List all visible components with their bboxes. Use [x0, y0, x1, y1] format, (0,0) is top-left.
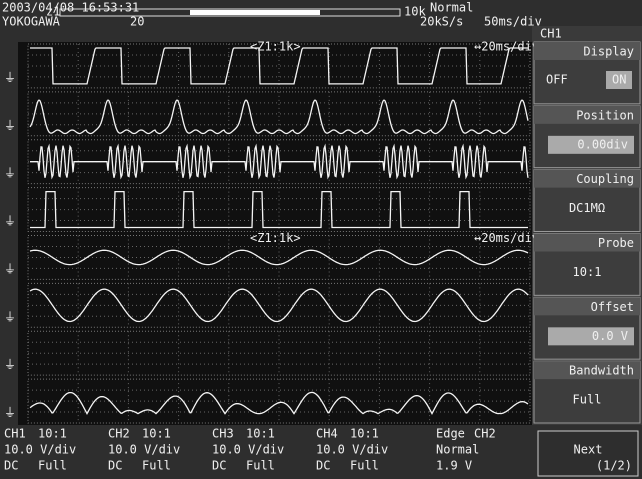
- channel-coupling: DC: [212, 459, 226, 473]
- ground-marker: ⏚: [4, 166, 16, 180]
- channel-name: CH1: [4, 427, 26, 441]
- zoom-value: 20: [130, 15, 144, 29]
- ground-marker: ⏚: [4, 214, 16, 228]
- trigger-level: 1.9 V: [436, 459, 472, 473]
- menu-label: Offset: [591, 300, 634, 314]
- zoom-time-div: ↔20ms/div: [474, 231, 539, 245]
- menu-value: Full: [573, 393, 602, 407]
- sample-rate: 20kS/s: [420, 15, 463, 29]
- menu-value: 10:1: [573, 265, 602, 279]
- ground-marker: ⏚: [4, 262, 16, 276]
- zoom-label: <Z1:1k>: [250, 231, 301, 245]
- channel-bandwidth: Full: [142, 459, 171, 473]
- trigger-mode: Normal: [430, 1, 473, 15]
- scope-screen: 2003/04/08 16:53:31z110kNormalYOKOGAWA20…: [0, 0, 642, 479]
- channel-volts: 10.0 V/div: [212, 443, 284, 457]
- ground-marker: ⏚: [4, 310, 16, 324]
- record-window: [190, 10, 320, 15]
- menu-label: Position: [576, 108, 634, 122]
- trigger-mode: Normal: [436, 443, 479, 457]
- ground-marker: ⏚: [4, 358, 16, 372]
- channel-volts: 10.0 V/div: [316, 443, 388, 457]
- menu-title: CH1: [540, 27, 562, 41]
- channel-name: CH4: [316, 427, 338, 441]
- menu-value: 0.00div: [577, 137, 628, 151]
- channel-coupling: DC: [316, 459, 330, 473]
- channel-probe: 10:1: [142, 427, 171, 441]
- trigger-type: Edge: [436, 427, 465, 441]
- channel-bandwidth: Full: [246, 459, 275, 473]
- menu-label: Probe: [598, 236, 634, 250]
- next-page: (1/2): [596, 459, 632, 473]
- menu-label: Bandwidth: [569, 364, 634, 378]
- datetime: 2003/04/08 16:53:31: [2, 1, 139, 15]
- channel-name: CH3: [212, 427, 234, 441]
- channel-coupling: DC: [4, 459, 18, 473]
- channel-coupling: DC: [108, 459, 122, 473]
- channel-name: CH2: [108, 427, 130, 441]
- option-on: ON: [612, 73, 626, 87]
- time-div: 50ms/div: [484, 15, 542, 29]
- zoom-time-div: ↔20ms/div: [474, 40, 539, 54]
- page: 2003/04/08 16:53:31z110kNormalYOKOGAWA20…: [0, 0, 642, 479]
- menu-value: DC1MΩ: [569, 201, 605, 215]
- channel-probe: 10:1: [350, 427, 379, 441]
- channel-volts: 10.0 V/div: [4, 443, 76, 457]
- channel-volts: 10.0 V/div: [108, 443, 180, 457]
- channel-bandwidth: Full: [350, 459, 379, 473]
- trigger-source: CH2: [474, 427, 496, 441]
- menu-label: Coupling: [576, 172, 634, 186]
- channel-probe: 10:1: [246, 427, 275, 441]
- ground-marker: ⏚: [4, 70, 16, 84]
- option-off: OFF: [546, 73, 568, 87]
- menu-label: Display: [583, 45, 634, 59]
- brand: YOKOGAWA: [2, 15, 61, 29]
- ground-marker: ⏚: [4, 406, 16, 420]
- channel-probe: 10:1: [38, 427, 67, 441]
- next-label: Next: [574, 443, 603, 457]
- zoom-label: <Z1:1k>: [250, 40, 301, 54]
- menu-value: 0.0 V: [592, 329, 628, 343]
- channel-bandwidth: Full: [38, 459, 67, 473]
- ground-marker: ⏚: [4, 118, 16, 132]
